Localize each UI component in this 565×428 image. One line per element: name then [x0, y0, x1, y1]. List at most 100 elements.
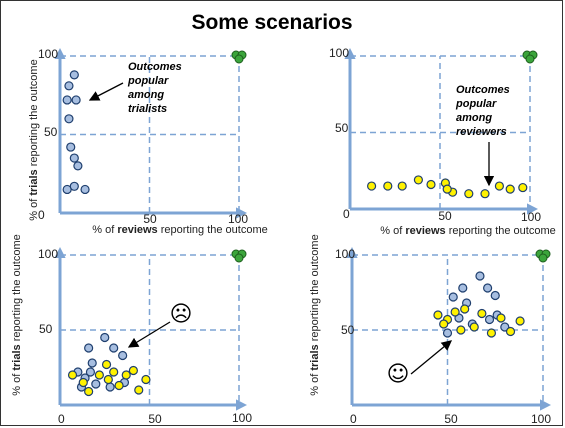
panel-2-yellow-point-9 — [494, 181, 504, 191]
panel-3-yellow-point-4 — [109, 367, 119, 377]
panel-2-yellow-point-10 — [505, 184, 515, 194]
panel-3-green-point-2 — [234, 253, 244, 263]
panel-1-x-axis-label-part-0: % of — [92, 224, 117, 236]
panel-4-y-axis-label-part-1: trials — [309, 344, 321, 370]
panel-1-blue-point-4 — [64, 114, 74, 124]
panel-1-x-axis-label-part-1: reviews — [117, 224, 157, 236]
panel-4-tick-x-50: 50 — [444, 412, 458, 426]
panel-3-yellow-point-0 — [67, 370, 78, 380]
panel-4-yellow-point-7 — [496, 313, 506, 323]
panel-3-yellow-point-2 — [94, 370, 104, 380]
panel-1-annotation-line-2: among — [128, 89, 164, 101]
panel-4-yellow-point-0 — [433, 310, 443, 320]
panel-4-emoji-arrow — [410, 340, 453, 375]
panel-3-yellow-point-5 — [114, 380, 124, 391]
panel-4-blue-point-0 — [442, 328, 453, 338]
panel-4-yellow-point-3 — [460, 304, 470, 314]
panel-3-blue-point-3 — [118, 350, 128, 361]
panel-2-tick-y-100: 100 — [329, 46, 349, 60]
panel-2-y-axis-head — [344, 48, 356, 59]
panel-4-yellow-point-4 — [469, 322, 479, 332]
panel-3-tick-x-50: 50 — [148, 412, 162, 426]
panel-3-tick-y-50: 50 — [39, 322, 53, 336]
panel-1-blue-point-5 — [66, 142, 76, 152]
panel-4-face-emoji: ☺ — [387, 362, 410, 387]
panel-1-blue-point-6 — [69, 153, 79, 163]
panel-2-annotation-line-0: Outcomes — [456, 84, 510, 96]
panel-2-x-axis-label: % of reviews reporting the outcome — [380, 225, 556, 237]
panel-4-tick-x-100: 100 — [531, 412, 551, 426]
panel-3-yellow-point-11 — [141, 374, 151, 385]
panel-1-blue-point-2 — [62, 95, 72, 105]
panel-4-blue-point-4 — [483, 283, 493, 293]
panel-4-y-axis-label: % of trials reporting the outcome — [309, 234, 321, 395]
panel-4-yellow-point-10 — [439, 319, 449, 329]
panel-3-yellow-point-8 — [134, 385, 144, 395]
panel-3-blue-point-1 — [100, 332, 110, 343]
panel-4-blue-point-5 — [490, 290, 500, 301]
panel-3-yellow-point-6 — [121, 370, 131, 380]
panel-3-tick-y-100: 100 — [38, 247, 58, 261]
panel-1-x-axis-label-part-2: reporting the outcome — [158, 224, 268, 236]
panel-2-yellow-point-2 — [397, 181, 407, 191]
panel-1-annotation-arrow — [88, 82, 124, 101]
panel-3-y-axis-label-part-1: trials — [11, 344, 23, 370]
panel-1-y-axis-head — [54, 48, 66, 59]
panel-2-green-point-2 — [525, 54, 535, 64]
panel-4-y-axis-label-part-0: % of — [309, 371, 321, 396]
panel-4-yellow-point-2 — [450, 307, 460, 317]
panel-4-y-axis-head — [346, 247, 358, 258]
panel-4-tick-origin: 0 — [350, 412, 357, 426]
panel-1-tick-y-100: 100 — [38, 47, 58, 61]
panel-2-yellow-point-1 — [383, 181, 393, 191]
panel-2-yellow-point-4 — [426, 179, 436, 190]
panel-2-x-axis-label-part-2: reporting the outcome — [446, 225, 556, 237]
panel-1-tick-origin: 0 — [38, 208, 45, 222]
panel-4-blue-point-3 — [475, 271, 485, 281]
panel-1-annotation-line-0: Outcomes — [128, 61, 182, 73]
panel-2-x-axis-label-part-0: % of — [380, 225, 405, 237]
panel-1-blue-point-7 — [73, 161, 83, 171]
panel-2-x-axis-head — [527, 203, 538, 215]
panel-4-x-axis-head — [540, 399, 551, 411]
panel-3-blue-point-2 — [109, 343, 119, 353]
panel-2-annotation-line-3: reviewers — [456, 126, 507, 138]
panel-1-tick-y-50: 50 — [44, 125, 58, 139]
panel-2-yellow-point-11 — [518, 182, 528, 193]
panel-2-x-axis-label-part-1: reviews — [405, 225, 445, 237]
panel-1-x-axis-head — [236, 207, 247, 219]
panel-1-tick-x-50: 50 — [143, 212, 157, 226]
panel-4-yellow-point-11 — [456, 325, 466, 335]
panel-4-y-axis-label-part-2: reporting the outcome — [309, 234, 321, 344]
panel-3-yellow-point-9 — [103, 374, 113, 385]
panel-2-tick-origin: 0 — [343, 207, 350, 221]
panel-2-tick-y-50: 50 — [335, 121, 349, 135]
slide-title: Some scenarios — [191, 11, 352, 34]
panel-2-yellow-point-8 — [480, 189, 490, 199]
panel-3-blue-point-8 — [105, 382, 115, 392]
panel-4-blue-point-10 — [484, 314, 495, 325]
panel-1-y-axis-label-part-0: % of — [28, 196, 40, 221]
panel-3-yellow-point-3 — [101, 359, 112, 370]
panel-4-yellow-point-9 — [515, 316, 525, 326]
panel-1-y-axis-label-part-2: reporting the outcome — [28, 59, 40, 169]
panel-3-y-axis-label: % of trials reporting the outcome — [11, 234, 23, 395]
panel-2-tick-x-50: 50 — [438, 209, 452, 223]
panel-3-emoji-arrow — [127, 321, 171, 348]
panel-1-blue-point-1 — [64, 81, 74, 91]
panel-2-tick-x-100: 100 — [521, 210, 541, 224]
panel-4-yellow-point-8 — [505, 326, 516, 337]
panel-3-yellow-point-10 — [84, 386, 94, 397]
panel-3-yellow-point-1 — [78, 377, 88, 388]
panel-3-y-axis-head — [54, 247, 66, 258]
panel-3-tick-x-100: 100 — [232, 411, 252, 425]
panel-1-tick-x-100: 100 — [228, 212, 248, 226]
panel-1-blue-point-10 — [80, 184, 90, 195]
panel-3-y-axis-label-part-2: reporting the outcome — [11, 234, 23, 344]
panel-4-green-point-2 — [538, 253, 548, 263]
panel-3-blue-point-7 — [91, 379, 101, 389]
panel-3-blue-point-0 — [84, 343, 94, 353]
panel-2-annotation-line-2: among — [456, 112, 492, 124]
